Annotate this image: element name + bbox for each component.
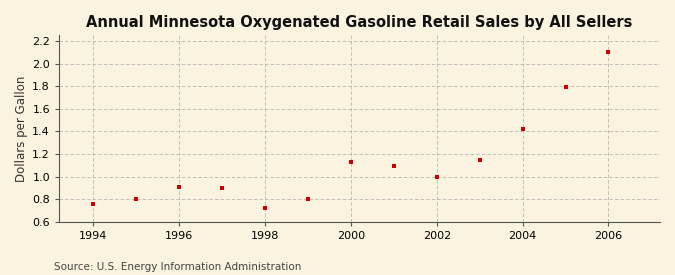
Title: Annual Minnesota Oxygenated Gasoline Retail Sales by All Sellers: Annual Minnesota Oxygenated Gasoline Ret… xyxy=(86,15,632,30)
Y-axis label: Dollars per Gallon: Dollars per Gallon xyxy=(15,75,28,182)
Text: Source: U.S. Energy Information Administration: Source: U.S. Energy Information Administ… xyxy=(54,262,301,272)
